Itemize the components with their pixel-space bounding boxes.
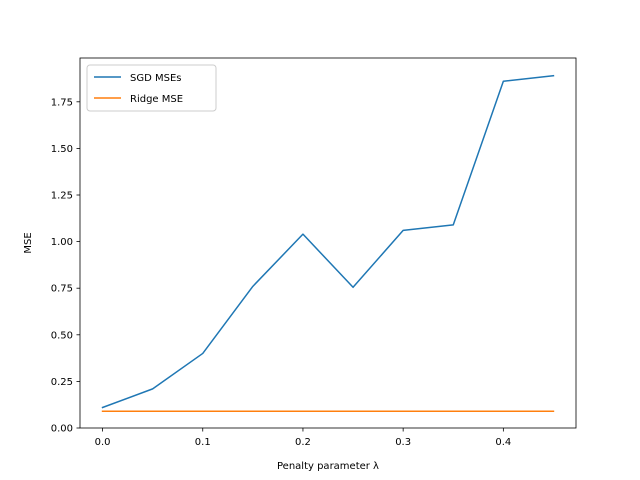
- y-axis: 0.00 0.25 0.50 0.75 1.00 1.25 1.50 1.75: [51, 97, 80, 435]
- y-tick-label: 0.00: [51, 424, 73, 435]
- y-tick-label: 0.75: [51, 284, 73, 295]
- x-tick-label: 0.4: [495, 437, 511, 448]
- plot-area: [80, 58, 576, 428]
- x-axis-label: Penalty parameter λ: [277, 461, 379, 472]
- legend: SGD MSEs Ridge MSE: [86, 64, 217, 112]
- x-tick-label: 0.2: [295, 437, 311, 448]
- y-tick-label: 1.25: [51, 191, 73, 202]
- x-tick-label: 0.3: [395, 437, 411, 448]
- x-tick-label: 0.0: [95, 437, 111, 448]
- legend-label: Ridge MSE: [130, 94, 183, 105]
- y-tick-label: 1.75: [51, 97, 73, 108]
- series-layer: [101, 74, 555, 412]
- y-tick-label: 1.00: [51, 237, 73, 248]
- legend-label: SGD MSEs: [130, 73, 181, 84]
- y-tick-label: 0.50: [51, 330, 73, 341]
- y-tick-label: 1.50: [51, 144, 73, 155]
- plot-frame: [79, 57, 577, 429]
- x-tick-label: 0.1: [195, 437, 211, 448]
- y-tick-label: 0.25: [51, 377, 73, 388]
- y-axis-label: MSE: [23, 232, 34, 253]
- series-line-sgd-mses: [101, 74, 555, 409]
- x-axis: 0.0 0.1 0.2 0.3 0.4: [95, 428, 511, 448]
